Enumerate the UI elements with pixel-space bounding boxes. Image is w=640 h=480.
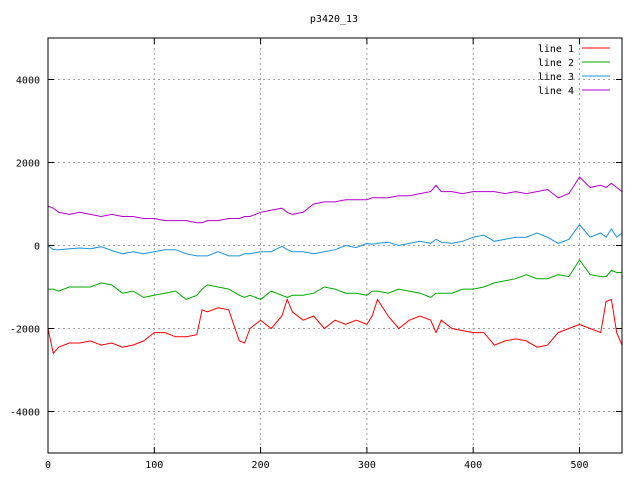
x-tick-label: 0	[45, 460, 51, 471]
x-tick-label: 400	[464, 460, 482, 471]
chart-title: p3420_13	[310, 14, 358, 25]
series-line-2	[48, 259, 622, 300]
series-line-3	[47, 223, 623, 257]
legend: line 1 line 2 line 3 line 4	[538, 44, 610, 97]
series-lines	[47, 176, 623, 355]
series-line-1	[47, 297, 623, 355]
legend-label: line 1	[538, 44, 574, 55]
plot-border	[47, 37, 623, 454]
x-tick-label: 500	[570, 460, 588, 471]
y-tick-label: -2000	[10, 325, 40, 336]
grid	[48, 38, 622, 453]
y-tick-label: -4000	[10, 408, 40, 419]
legend-label: line 2	[538, 58, 574, 69]
legend-label: line 3	[538, 72, 574, 83]
x-tick-label: 100	[145, 460, 163, 471]
legend-label: line 4	[538, 86, 574, 97]
y-tick-label: 2000	[16, 159, 40, 170]
axis-ticks: 0 100 200 300 400 500 -4000 -2000 0 2000 4000	[10, 38, 622, 471]
x-tick-label: 300	[358, 460, 376, 471]
series-line-4	[47, 176, 623, 224]
x-tick-label: 200	[252, 460, 270, 471]
y-tick-label: 4000	[16, 76, 40, 87]
y-tick-label: 0	[34, 242, 40, 253]
